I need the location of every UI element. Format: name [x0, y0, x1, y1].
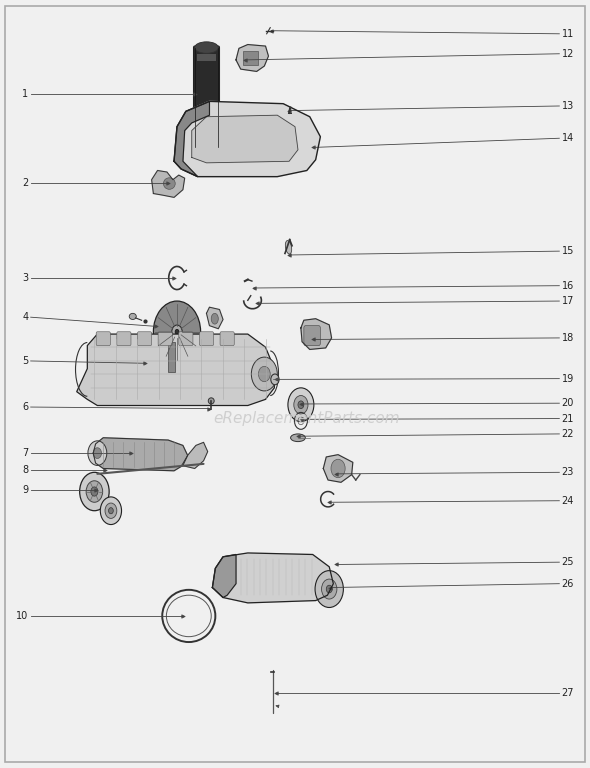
Text: 3: 3 — [22, 273, 28, 283]
FancyBboxPatch shape — [117, 332, 131, 346]
FancyBboxPatch shape — [179, 332, 193, 346]
Text: 16: 16 — [562, 280, 574, 291]
Circle shape — [172, 325, 182, 339]
Polygon shape — [212, 553, 333, 603]
Text: eReplacementParts.com: eReplacementParts.com — [214, 411, 400, 426]
Text: 17: 17 — [562, 296, 574, 306]
Circle shape — [326, 585, 332, 593]
FancyBboxPatch shape — [96, 332, 110, 346]
Circle shape — [109, 508, 113, 514]
Polygon shape — [206, 307, 223, 329]
Bar — [197, 54, 216, 61]
Polygon shape — [77, 334, 274, 406]
FancyBboxPatch shape — [199, 332, 214, 346]
Bar — [168, 342, 175, 372]
Circle shape — [294, 396, 308, 414]
Bar — [197, 135, 216, 143]
Text: 24: 24 — [562, 495, 574, 506]
Circle shape — [91, 487, 98, 496]
FancyBboxPatch shape — [304, 326, 320, 346]
Text: 9: 9 — [22, 485, 28, 495]
Text: 5: 5 — [22, 356, 28, 366]
Polygon shape — [323, 455, 353, 482]
Ellipse shape — [163, 178, 175, 190]
Circle shape — [271, 374, 279, 385]
Text: 10: 10 — [16, 611, 28, 621]
Polygon shape — [301, 319, 332, 349]
FancyBboxPatch shape — [158, 332, 172, 346]
Text: 25: 25 — [562, 557, 574, 568]
Circle shape — [100, 497, 122, 525]
Circle shape — [298, 401, 304, 409]
Ellipse shape — [290, 434, 306, 442]
Text: 2: 2 — [22, 177, 28, 188]
Circle shape — [331, 459, 345, 478]
Text: 14: 14 — [562, 133, 574, 144]
FancyBboxPatch shape — [137, 332, 152, 346]
Circle shape — [86, 481, 103, 502]
Circle shape — [105, 503, 117, 518]
Text: 8: 8 — [22, 465, 28, 475]
Circle shape — [175, 329, 179, 334]
Circle shape — [153, 301, 201, 362]
Circle shape — [93, 448, 101, 458]
Ellipse shape — [208, 398, 214, 404]
Text: 6: 6 — [22, 402, 28, 412]
Polygon shape — [212, 554, 236, 598]
Polygon shape — [174, 101, 320, 177]
Circle shape — [88, 441, 107, 465]
Polygon shape — [152, 170, 185, 197]
Text: 11: 11 — [562, 28, 574, 39]
Text: 4: 4 — [22, 312, 28, 323]
Polygon shape — [192, 115, 298, 163]
Text: 1: 1 — [22, 88, 28, 99]
Text: 27: 27 — [562, 687, 574, 698]
Bar — [243, 51, 258, 65]
Polygon shape — [93, 438, 188, 471]
Ellipse shape — [129, 313, 136, 319]
Circle shape — [251, 357, 277, 391]
Ellipse shape — [286, 240, 291, 254]
Circle shape — [288, 388, 314, 422]
Circle shape — [322, 579, 337, 599]
Circle shape — [258, 366, 270, 382]
Text: 26: 26 — [562, 578, 574, 589]
Text: 13: 13 — [562, 101, 574, 111]
Ellipse shape — [211, 313, 218, 324]
Polygon shape — [236, 45, 268, 71]
Polygon shape — [174, 101, 209, 177]
FancyBboxPatch shape — [220, 332, 234, 346]
Text: 15: 15 — [562, 246, 574, 257]
Circle shape — [315, 571, 343, 607]
Ellipse shape — [195, 41, 218, 54]
Text: 12: 12 — [562, 48, 574, 59]
Text: 7: 7 — [22, 448, 28, 458]
Text: 20: 20 — [562, 398, 574, 409]
Text: 21: 21 — [562, 413, 574, 424]
Ellipse shape — [195, 140, 218, 152]
Text: 19: 19 — [562, 373, 574, 384]
Text: 22: 22 — [562, 429, 574, 439]
Circle shape — [80, 472, 109, 511]
Text: 18: 18 — [562, 333, 574, 343]
Polygon shape — [182, 442, 208, 468]
Text: 23: 23 — [562, 467, 574, 478]
FancyBboxPatch shape — [194, 46, 219, 149]
